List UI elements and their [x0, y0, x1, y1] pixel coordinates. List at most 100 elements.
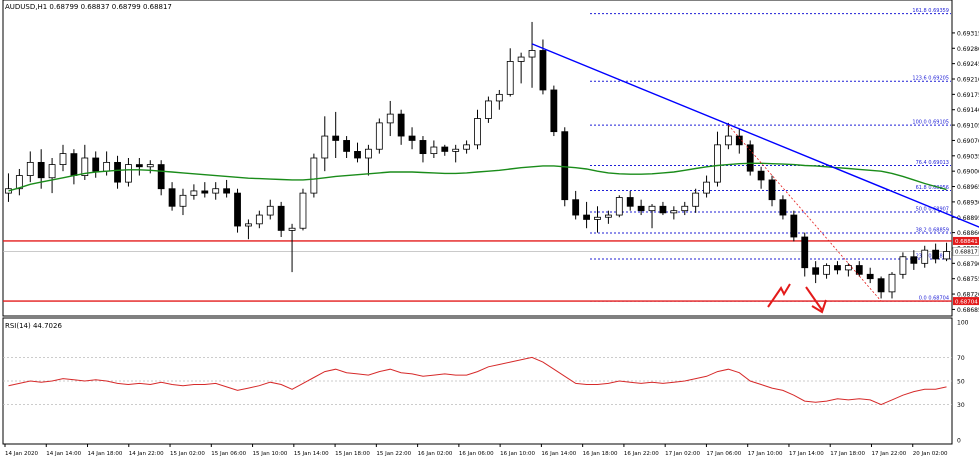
down-arrow-icon: [811, 299, 827, 314]
candle-body: [266, 205, 274, 216]
candle-body: [288, 227, 296, 231]
candle-body: [397, 113, 405, 137]
candle-body: [114, 161, 121, 183]
rsi-axis-label: 50: [957, 379, 965, 386]
time-axis-label: 17 Jan 14:00: [789, 451, 824, 457]
time-axis-label: 17 Jan 06:00: [706, 451, 741, 457]
candle-body: [746, 144, 754, 172]
price-axis-label: 0.69105: [957, 123, 979, 130]
candle-body: [604, 214, 612, 218]
symbol-header: AUDUSD,H1 0.68799 0.68837 0.68799 0.6881…: [5, 3, 172, 11]
candle-body: [15, 175, 23, 190]
time-axis-label: 16 Jan 14:00: [541, 451, 576, 457]
fib-swing-line: [728, 124, 882, 302]
candle-body: [441, 146, 449, 152]
price-axis-label: 0.68755: [957, 276, 979, 283]
candle-body: [386, 113, 394, 124]
candle-body: [910, 256, 918, 264]
rsi-axis-label: 0: [957, 438, 961, 445]
time-axis-label: 15 Jan 22:00: [376, 451, 411, 457]
candle-body: [103, 161, 111, 172]
candle-body: [495, 93, 503, 102]
candle-body: [615, 197, 623, 216]
price-axis-label: 0.69315: [957, 30, 979, 37]
candle-body: [692, 192, 700, 207]
candle-body: [659, 205, 667, 214]
price-tag-label: 0.68841: [955, 239, 978, 245]
time-axis-label: 17 Jan 18:00: [830, 451, 865, 457]
rsi-line: [8, 356, 947, 406]
candle-body: [408, 135, 416, 141]
time-axis-label: 17 Jan 22:00: [871, 451, 906, 457]
time-axis-label: 16 Jan 18:00: [583, 451, 618, 457]
fib-level-label: 100.0 0.69105: [912, 120, 949, 126]
candle-body: [648, 205, 656, 212]
candle-body: [528, 50, 536, 58]
time-axis-label: 14 Jan 2020: [5, 451, 38, 457]
candle-body: [146, 164, 154, 168]
candle-body: [255, 214, 263, 225]
candle-body: [277, 205, 285, 231]
candle-body: [812, 267, 820, 275]
candle-body: [485, 100, 492, 119]
candle-body: [168, 188, 176, 207]
candle-body: [550, 89, 558, 133]
candle-body: [81, 157, 89, 176]
fib-level-label: 76.4 0.69013: [916, 160, 949, 166]
candle-body: [714, 144, 721, 183]
price-axis-label: 0.69035: [957, 153, 979, 160]
fib-level-label: 38.2 0.68859: [916, 228, 949, 234]
price-axis-label: 0.69245: [957, 61, 979, 68]
time-axis-label: 17 Jan 10:00: [748, 451, 783, 457]
price-tag-box: [953, 297, 979, 306]
fib-level-label: 61.8 0.68956: [916, 185, 949, 191]
candle-body: [681, 205, 689, 212]
candle-body: [343, 140, 351, 152]
candle-body: [419, 140, 427, 155]
candle-body: [594, 216, 601, 220]
candle-body: [70, 153, 78, 176]
price-axis-label: 0.68965: [957, 184, 979, 191]
time-axis-label: 14 Jan 18:00: [88, 451, 123, 457]
rsi-axis-label: 100: [957, 320, 969, 327]
candle-body: [703, 181, 710, 194]
candle-body: [735, 135, 743, 146]
candle-body: [779, 199, 787, 216]
candle-body: [539, 50, 547, 91]
fib-level-label: 123.6 0.69205: [912, 76, 949, 82]
candle-body: [757, 170, 765, 181]
candle-body: [190, 190, 198, 196]
candle-body: [670, 210, 678, 214]
candle-body: [157, 164, 165, 190]
candle-body: [354, 151, 361, 159]
price-tag-label: 0.68704: [955, 299, 978, 305]
time-axis-label: 14 Jan 22:00: [129, 451, 164, 457]
time-axis-label: 15 Jan 18:00: [335, 451, 370, 457]
candle-body: [201, 190, 209, 194]
candle-body: [724, 135, 732, 146]
candle-body: [332, 135, 340, 141]
rsi-pane-frame: [2, 317, 953, 445]
candle-body: [48, 164, 56, 179]
candle-body: [899, 256, 907, 275]
candle-body: [506, 61, 514, 95]
candle-body: [179, 194, 187, 207]
candle-body: [583, 214, 590, 220]
price-tag-label: 0.68817: [955, 250, 978, 256]
candle-body: [877, 278, 885, 293]
fib-level-label: 0.0 0.68704: [919, 296, 949, 302]
time-axis-label: 15 Jan 06:00: [211, 451, 246, 457]
candle-body: [452, 148, 460, 152]
time-axis-label: 16 Jan 02:00: [418, 451, 453, 457]
candle-body: [212, 188, 220, 194]
bearish-trendline: [531, 43, 979, 228]
candle-body: [26, 161, 34, 176]
candle-body: [834, 265, 841, 271]
candle-body: [823, 265, 830, 275]
candle-body: [844, 265, 852, 271]
